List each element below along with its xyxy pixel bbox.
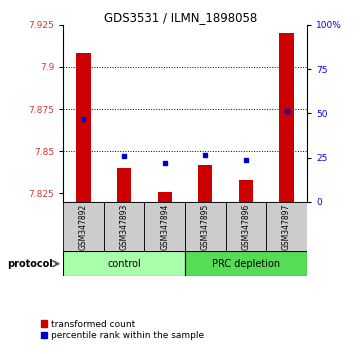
Bar: [185, 251, 307, 276]
Text: GSM347895: GSM347895: [201, 203, 210, 250]
Legend: transformed count, percentile rank within the sample: transformed count, percentile rank withi…: [41, 320, 204, 340]
Bar: [63, 202, 104, 251]
Bar: [144, 202, 185, 251]
Text: PRC depletion: PRC depletion: [212, 259, 280, 269]
Text: GSM347896: GSM347896: [242, 203, 251, 250]
Bar: [239, 180, 253, 202]
Text: protocol: protocol: [7, 259, 53, 269]
Bar: [117, 168, 131, 202]
Text: control: control: [107, 259, 141, 269]
Bar: [226, 202, 266, 251]
Bar: [158, 192, 172, 202]
Bar: [279, 33, 293, 202]
Bar: [77, 53, 91, 202]
Text: GSM347897: GSM347897: [282, 203, 291, 250]
Text: GDS3531 / ILMN_1898058: GDS3531 / ILMN_1898058: [104, 11, 257, 24]
Text: GSM347893: GSM347893: [119, 203, 129, 250]
Text: GSM347894: GSM347894: [160, 203, 169, 250]
Bar: [185, 202, 226, 251]
Bar: [63, 251, 185, 276]
Bar: [266, 202, 307, 251]
Bar: [104, 202, 144, 251]
Text: GSM347892: GSM347892: [79, 204, 88, 250]
Bar: [198, 165, 212, 202]
